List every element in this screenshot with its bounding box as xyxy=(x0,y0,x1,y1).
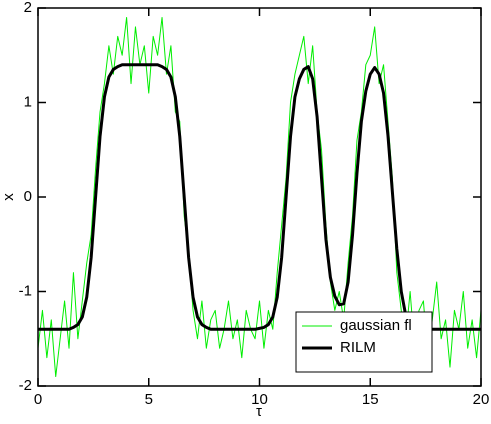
y-tick-label: 2 xyxy=(24,0,32,16)
x-tick-label: 5 xyxy=(145,391,153,408)
y-tick-label: 1 xyxy=(24,93,32,110)
line-series xyxy=(38,63,481,331)
legend-label: gaussian fl xyxy=(340,317,412,334)
x-tick-label: 10 xyxy=(251,391,268,408)
legend-label: RILM xyxy=(340,339,376,356)
x-tick-label: 20 xyxy=(473,391,490,408)
x-tick-label: 0 xyxy=(34,391,42,408)
x-tick-label: 15 xyxy=(362,391,379,408)
x-axis-label: τ xyxy=(256,403,262,420)
y-tick-label: 0 xyxy=(24,188,32,205)
y-axis-label: x xyxy=(0,193,17,201)
y-tick-label: -2 xyxy=(19,377,32,394)
y-tick-label: -1 xyxy=(19,282,32,299)
legend-box xyxy=(295,311,433,373)
